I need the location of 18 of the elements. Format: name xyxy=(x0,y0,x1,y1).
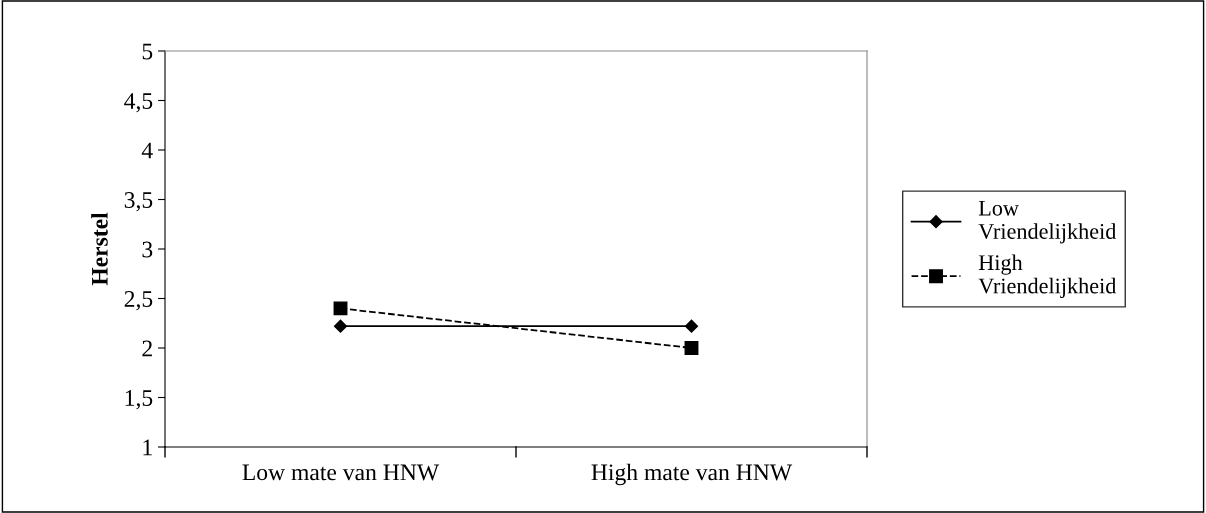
y-tick-label: 3 xyxy=(142,241,153,258)
point xyxy=(333,319,348,333)
legend-label: High Vriendelijkheid xyxy=(978,254,1117,298)
y-tick-label: 4,5 xyxy=(124,93,153,113)
legend-label: Low Vriendelijkheid xyxy=(978,200,1117,244)
y-axis-title: Herstel xyxy=(91,212,108,286)
point xyxy=(684,319,699,333)
y-tick-label: 2,5 xyxy=(124,291,153,311)
y-tick-label: 1,5 xyxy=(125,390,153,410)
y-tick-label: 5 xyxy=(142,43,153,60)
y-tick-label: 4 xyxy=(141,142,153,159)
point xyxy=(333,301,348,316)
x-tick-label: Low mate van HNW xyxy=(242,464,440,481)
y-tick-label: 1 xyxy=(143,439,152,456)
y-tick-label: 2 xyxy=(142,340,152,357)
point xyxy=(684,341,699,355)
y-tick-label: 3,5 xyxy=(124,192,153,212)
x-tick-label: High mate van HNW xyxy=(591,463,793,486)
